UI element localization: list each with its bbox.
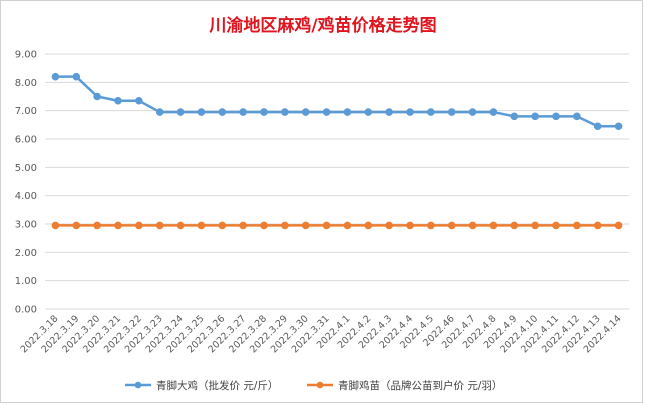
data-point [343,221,352,230]
y-tick-label: 7.00 [15,106,37,117]
y-tick-label: 5.00 [15,163,37,174]
y-tick-label: 8.00 [15,78,37,89]
data-point [427,108,435,116]
data-point [406,221,414,230]
legend-swatch-marker [134,381,142,389]
data-point [573,112,581,121]
y-tick-label: 0.00 [15,305,37,316]
y-tick-label: 3.00 [15,220,37,231]
data-point [447,108,456,116]
y-tick-label: 1.00 [15,276,37,287]
data-point [552,221,560,230]
data-point [260,221,268,230]
data-point [218,221,227,230]
data-point [260,108,268,116]
series-line-1 [55,75,619,128]
data-point [552,112,560,121]
data-point [531,221,539,230]
legend-label: 青脚鸡苗（品牌公苗到户价 元/羽） [338,379,502,392]
data-point [385,108,393,116]
data-point [593,122,602,131]
data-point [510,221,519,230]
data-point [301,108,310,116]
y-tick-label: 2.00 [15,248,37,259]
data-point [72,221,81,230]
data-point [614,122,623,131]
data-point [72,72,81,81]
data-point [51,221,60,230]
gridlines [45,53,629,310]
y-tick-label: 9.00 [15,50,37,61]
data-point [155,221,164,230]
data-point [135,221,143,230]
data-point [406,108,414,116]
data-point [364,108,373,116]
data-point [489,221,498,230]
data-point [489,108,498,116]
data-point [218,108,227,116]
data-point [135,96,143,105]
legend-swatch-marker [316,381,324,389]
data-point [427,221,435,230]
series-group [51,72,623,230]
y-tick-label: 6.00 [15,135,37,146]
data-point [281,221,289,230]
legend-label: 青脚大鸡（批发价 元/斤） [156,379,278,392]
data-point [197,221,206,230]
data-point [239,221,247,230]
data-point [322,108,331,116]
data-point [114,221,122,230]
data-point [573,221,581,230]
data-point [301,221,310,230]
chart-title: 川渝地区麻鸡/鸡苗价格走势图 [208,15,436,36]
data-point [114,96,122,105]
data-point [510,112,519,121]
data-point [155,108,164,116]
data-point [531,112,539,121]
data-point [593,221,602,230]
data-point [468,221,477,230]
x-axis-ticks: 2022.3.182022.3.192022.3.202022.3.212022… [19,313,624,355]
data-point [385,221,393,230]
legend: 青脚大鸡（批发价 元/斤） 青脚鸡苗（品牌公苗到户价 元/羽） [125,379,502,392]
data-point [239,108,247,116]
data-point [93,92,101,101]
data-point [197,108,206,116]
data-point [176,108,185,116]
data-point [93,221,101,230]
data-point [176,221,185,230]
data-point [364,221,373,230]
data-point [614,221,623,230]
y-axis-ticks: 0.00 1.00 2.00 3.00 4.00 5.00 6.00 7.00 8.00 9.00 [15,50,37,316]
data-point [51,72,60,81]
data-point [468,108,477,116]
y-tick-label: 4.00 [15,191,37,202]
data-point [447,221,456,230]
data-point [322,221,331,230]
data-point [343,108,352,116]
data-point [281,108,289,116]
